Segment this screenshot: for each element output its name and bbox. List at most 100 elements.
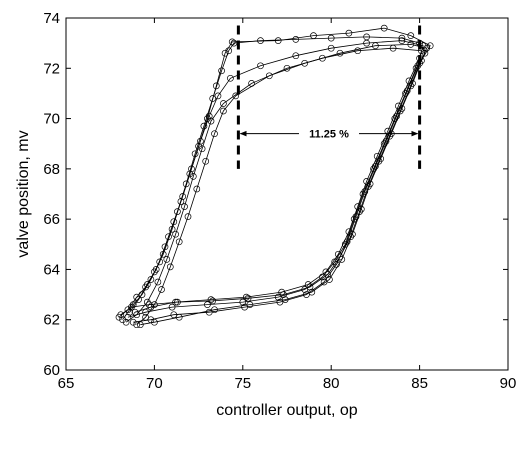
data-point [363,178,370,185]
span-annotation-label: 11.25 % [309,129,349,141]
data-point [319,54,326,62]
y-tick-label: 62 [43,312,60,329]
series-line [122,36,426,320]
data-point [276,298,284,306]
data-point [405,77,413,85]
data-point [166,263,174,271]
data-point [202,157,210,165]
data-point [151,301,158,308]
data-point [128,303,135,311]
data-point [221,49,229,57]
x-tick-label: 70 [146,375,163,392]
data-point [163,256,171,263]
data-point [308,288,316,296]
data-point [181,203,188,210]
y-tick-label: 60 [43,362,60,379]
data-point [184,213,192,220]
data-point [239,298,247,306]
y-tick-label: 64 [43,261,60,278]
data-point [292,36,300,43]
y-ticks: 60 62 64 66 68 70 72 74 [43,10,508,379]
data-point [188,165,195,173]
data-point [143,298,151,306]
data-point [301,59,309,67]
data-point [354,47,362,55]
data-point [280,291,287,298]
data-point [372,162,379,170]
data-point [343,238,351,246]
data-point [306,283,314,291]
series-3 [115,24,434,321]
data-point [172,230,179,238]
data-point [175,313,183,321]
data-point [393,112,400,120]
data-point [207,296,215,303]
data-point [377,155,385,163]
data-point [218,67,225,75]
data-point [320,278,328,286]
data-point [156,258,164,266]
data-point [398,105,406,112]
data-point [241,303,248,311]
data-point [204,115,211,122]
data-point [209,95,217,102]
data-point [198,145,206,153]
data-point [220,107,227,115]
series-2 [126,37,427,316]
data-point [232,92,240,100]
y-tick-label: 74 [43,10,60,27]
data-point [395,102,402,110]
data-point [142,313,149,321]
plot-frame [65,17,509,371]
data-point [209,297,217,305]
x-tick-label: 75 [234,375,251,392]
data-point [326,276,333,283]
data-point [244,294,252,302]
data-point [345,228,353,236]
y-tick-label: 68 [43,161,60,178]
data-point [363,39,370,47]
data-point [257,62,264,70]
data-point [211,306,218,314]
data-point [228,38,236,46]
series-line [125,47,422,323]
data-point [179,193,187,200]
data-point [174,208,181,215]
data-point [175,238,183,246]
data-point [292,52,300,60]
data-point [327,34,335,42]
annotation-layer: 11.25 % [236,25,422,169]
data-point [336,49,344,57]
series-line [129,40,424,313]
data-point [366,180,374,188]
data-point [409,80,416,87]
x-tick-label: 90 [500,375,517,392]
data-point [174,298,181,306]
data-point [168,303,176,311]
data-point [119,316,126,324]
data-point [133,293,141,301]
x-ticks: 65 70 75 80 85 90 [58,18,517,392]
data-point [159,250,167,258]
data-point [372,42,379,50]
data-point [147,276,155,283]
series-layer [115,24,434,329]
data-point [170,311,178,319]
data-point [242,293,250,301]
data-point [380,24,388,32]
x-tick-label: 65 [58,375,75,392]
data-point [423,44,431,52]
data-point [265,72,273,80]
data-point [142,283,149,291]
data-point [212,82,220,90]
data-point [189,173,197,180]
data-point [357,205,365,213]
data-point [124,313,132,321]
data-point [177,198,185,205]
data-point [274,293,282,301]
data-point [274,37,282,44]
series-4 [122,44,425,326]
series-line [136,43,428,326]
data-point [154,278,162,286]
